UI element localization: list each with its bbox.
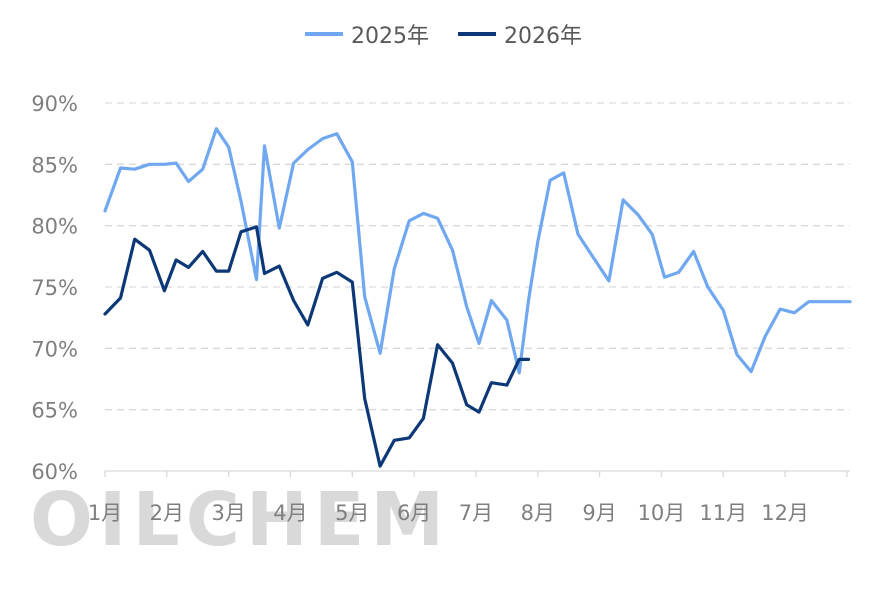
x-tick-label: 9月 — [582, 501, 616, 525]
svg-text:OILCHEM: OILCHEM — [30, 477, 450, 563]
series-lines — [103, 127, 852, 468]
series-line-2025年 — [103, 127, 852, 375]
x-tick-label: 5月 — [335, 501, 369, 525]
x-tick-label: 7月 — [459, 501, 493, 525]
y-tick-label: 60% — [31, 460, 78, 484]
legend-label-2025: 2025年 — [351, 24, 429, 49]
x-tick-label: 2月 — [150, 501, 184, 525]
x-tick-label: 4月 — [273, 501, 307, 525]
y-axis-labels: 60% 65% 70% 75% 80% 85% 90% — [31, 92, 78, 484]
y-tick-label: 70% — [31, 337, 78, 361]
x-tick-label: 12月 — [761, 501, 809, 525]
x-tick-label: 8月 — [521, 501, 555, 525]
legend-label-2026: 2026年 — [504, 24, 582, 49]
y-tick-label: 85% — [31, 153, 78, 177]
x-tick-label: 10月 — [638, 501, 686, 525]
x-tick-label: 3月 — [211, 501, 245, 525]
grid-lines — [105, 102, 850, 411]
chart-legend: 2025年 2026年 — [305, 24, 582, 49]
y-tick-label: 65% — [31, 399, 78, 423]
x-axis: 1月 2月 3月 4月 5月 6月 7月 8月 9月 10月 11月 12月 — [88, 470, 850, 525]
series-line-2026年 — [103, 225, 531, 468]
x-tick-label: 11月 — [699, 501, 747, 525]
x-tick-label: 1月 — [88, 501, 122, 525]
y-tick-label: 80% — [31, 215, 78, 239]
y-tick-label: 75% — [31, 276, 78, 300]
oilchem-watermark-logo: OILCHEM — [30, 477, 450, 563]
y-tick-label: 90% — [31, 92, 78, 116]
x-tick-label: 6月 — [397, 501, 431, 525]
